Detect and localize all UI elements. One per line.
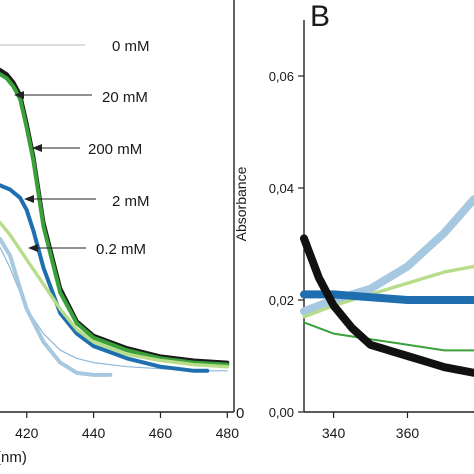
annotation-02mm: 0.2 mM bbox=[28, 241, 146, 258]
panel-b-y-tick-label-2: 0,04 bbox=[269, 181, 294, 196]
left-x-tick-label-2: 460 bbox=[149, 425, 173, 441]
left-panel: 420 440 460 480 0 (nm) 0 mM 20 mM 200 mM 2 … bbox=[0, 0, 244, 466]
left-series-line-1 bbox=[0, 68, 230, 365]
panel-b-series-line-4 bbox=[300, 234, 474, 377]
annotation-label-20mm: 20 mM bbox=[102, 89, 148, 106]
panel-b-x-tick-label-0: 340 bbox=[322, 425, 346, 441]
panel-b: B 0,000,020,040,063403603 Absorbance bbox=[233, 0, 474, 441]
left-series-line-5 bbox=[0, 237, 113, 377]
annotation-2mm: 2 mM bbox=[24, 193, 150, 210]
left-series-line-3 bbox=[0, 183, 210, 373]
annotation-200mm: 200 mM bbox=[32, 141, 142, 158]
annotation-label-200mm: 200 mM bbox=[88, 141, 142, 158]
annotation-label-0mm: 0 mM bbox=[112, 38, 150, 55]
panel-b-tick-group: 0,000,020,040,063403603 bbox=[269, 69, 420, 441]
left-series-group bbox=[0, 68, 230, 377]
left-tick-group: 420 440 460 480 bbox=[15, 412, 239, 441]
panel-b-y-axis-label: Absorbance bbox=[233, 166, 249, 241]
annotation-20mm: 20 mM bbox=[14, 89, 148, 106]
left-x-tick-label-3: 480 bbox=[216, 425, 240, 441]
left-x-tick-label-1: 440 bbox=[82, 425, 106, 441]
panel-b-series-line-1 bbox=[302, 264, 474, 319]
left-series-line-2 bbox=[0, 72, 230, 367]
panel-b-series-line-3 bbox=[303, 321, 474, 352]
annotation-label-02mm: 0.2 mM bbox=[96, 241, 146, 258]
panel-b-y-tick-label-0: 0,00 bbox=[269, 405, 294, 420]
left-series-line-4 bbox=[0, 220, 230, 369]
left-x-tick-label-0: 420 bbox=[15, 425, 39, 441]
left-x-axis-label: (nm) bbox=[0, 449, 27, 466]
annotation-label-2mm: 2 mM bbox=[112, 193, 150, 210]
panel-b-x-tick-label-1: 360 bbox=[396, 425, 420, 441]
panel-b-y-tick-label-3: 0,06 bbox=[269, 69, 294, 84]
panel-b-y-tick-label-1: 0,02 bbox=[269, 293, 294, 308]
annotation-0mm: 0 mM bbox=[0, 38, 150, 55]
panel-b-series-group bbox=[300, 195, 474, 377]
panel-b-letter: B bbox=[310, 0, 330, 33]
left-right-axis-tick: 0 bbox=[236, 405, 244, 422]
